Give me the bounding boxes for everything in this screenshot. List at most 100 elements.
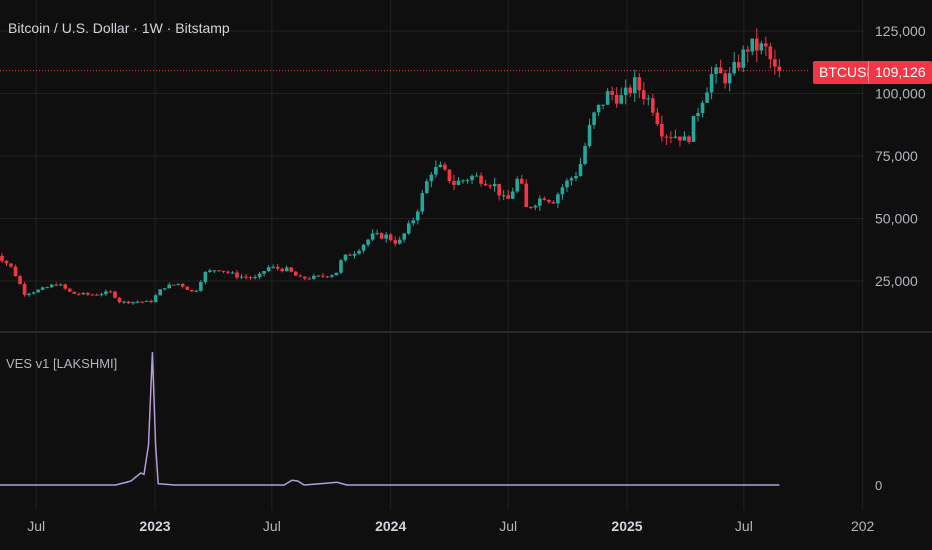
candle-up [565, 180, 569, 188]
candle-up [199, 282, 203, 291]
candle-up [208, 270, 212, 273]
candle-down [452, 181, 456, 185]
candle-down [443, 164, 447, 170]
x-tick-label: Jul [27, 518, 45, 534]
candle-up [583, 146, 587, 164]
candle-up [592, 112, 596, 125]
candle-up [623, 87, 628, 96]
candle-up [533, 205, 538, 208]
candle-up [619, 95, 623, 104]
candle-up [596, 104, 601, 113]
x-tick-label: 2025 [611, 518, 642, 534]
candle-up [750, 38, 755, 52]
candle-up [312, 275, 316, 279]
candle-up [501, 195, 506, 197]
candle-up [569, 178, 574, 181]
candle-up [316, 275, 321, 277]
candle-down [542, 198, 547, 200]
candle-up [27, 293, 31, 295]
x-tick-label: Jul [735, 518, 753, 534]
candle-up [167, 284, 172, 289]
candle-up [81, 292, 86, 295]
candle-down [171, 284, 176, 286]
candle-up [411, 220, 416, 224]
candle-up [632, 77, 637, 94]
candle-down [764, 43, 768, 47]
candle-down [303, 276, 307, 279]
candle-up [510, 191, 515, 199]
candle-down [551, 201, 556, 204]
candle-up [266, 267, 271, 272]
candle-up [741, 49, 746, 68]
candle-up [700, 102, 705, 114]
y-tick-label: 25,000 [875, 273, 918, 289]
candle-down [528, 207, 533, 209]
candle-up [587, 124, 592, 147]
candle-down [140, 301, 144, 303]
candle-up [759, 43, 764, 51]
candle-up [334, 272, 339, 276]
candle-down [248, 277, 253, 279]
candle-up [230, 272, 235, 274]
candle-down [221, 270, 226, 272]
candle-up [560, 187, 565, 195]
candle-up [104, 291, 108, 295]
candle-down [388, 234, 393, 241]
candle-down [519, 178, 524, 184]
candle-down [18, 276, 22, 285]
candle-up [696, 113, 700, 116]
candle-up [556, 194, 560, 204]
candle-up [727, 73, 732, 84]
candle-up [343, 254, 348, 261]
candle-up [456, 180, 461, 185]
price-axis: 125,000 100,000 75,000 50,000 25,000 [875, 23, 926, 289]
candle-down [113, 291, 117, 298]
candle-up [375, 233, 379, 235]
last-price-badge: 109,126 [868, 61, 932, 84]
candle-up [135, 301, 140, 303]
candle-down [687, 136, 691, 142]
ves-indicator-line [0, 351, 780, 486]
candle-down [77, 293, 81, 295]
y-tick-label: 50,000 [875, 211, 918, 227]
candle-down [678, 136, 682, 141]
candle-down [348, 254, 352, 256]
candle-up [284, 267, 289, 272]
x-tick-label: Jul [499, 518, 517, 534]
candle-up [732, 62, 736, 74]
candle-down [718, 67, 723, 74]
candle-down [72, 291, 77, 294]
candle-down [9, 263, 13, 267]
candle-down [483, 183, 488, 186]
candle-up [574, 175, 578, 179]
candle-down [235, 272, 239, 278]
candle-up [239, 276, 244, 278]
candle-up [58, 284, 63, 286]
candle-down [0, 255, 4, 261]
candle-down [185, 286, 190, 290]
candle-up [714, 67, 718, 75]
candle-down [95, 294, 99, 296]
candle-down [244, 276, 248, 278]
candle-down [275, 266, 280, 269]
candle-up [578, 163, 583, 176]
candle-down [90, 294, 95, 296]
candle-up [673, 136, 678, 138]
candle-up [691, 115, 696, 142]
candle-down [226, 271, 230, 273]
candle-up [144, 300, 149, 302]
candle-down [736, 62, 741, 68]
candle-down [488, 185, 492, 187]
candle-up [420, 193, 425, 212]
candle-up [415, 211, 420, 221]
candle-up [253, 277, 257, 279]
candle-down [614, 94, 619, 104]
chart-title: Bitcoin / U.S. Dollar · 1W · Bitstamp [8, 20, 230, 36]
x-tick-label: 2024 [375, 518, 406, 534]
candle-up [605, 91, 610, 105]
candle-up [99, 294, 104, 296]
candle-up [330, 275, 334, 277]
candle-up [361, 244, 366, 251]
candle-up [429, 174, 434, 182]
